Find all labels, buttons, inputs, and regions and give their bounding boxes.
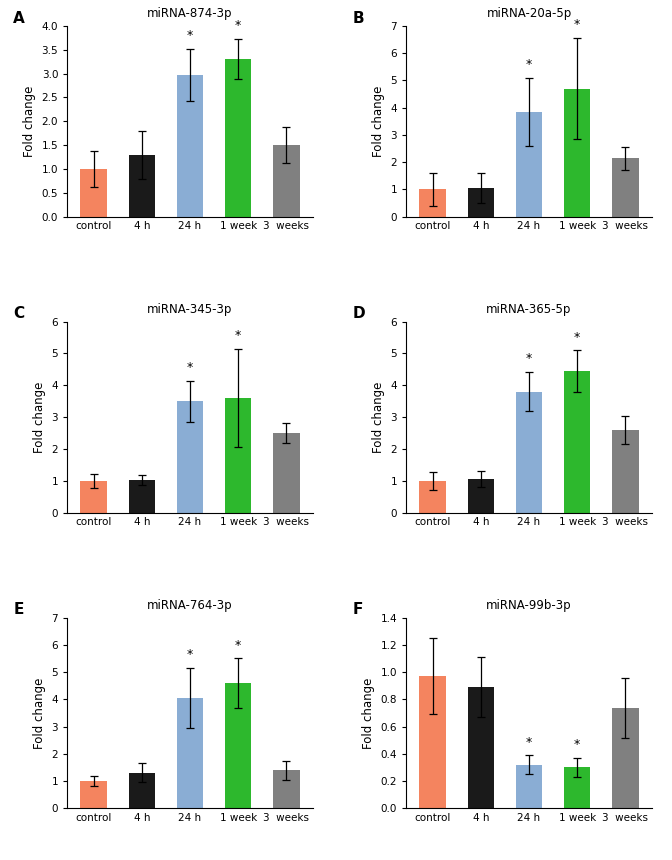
Y-axis label: Fold change: Fold change [23, 85, 36, 157]
Bar [564, 89, 591, 217]
Text: *: * [526, 58, 532, 71]
Text: A: A [13, 10, 25, 26]
Text: *: * [526, 353, 532, 366]
Bar [612, 430, 638, 513]
Bar [177, 698, 203, 808]
Y-axis label: Fold change: Fold change [362, 678, 375, 749]
Bar [225, 683, 251, 808]
Title: miRNA-365-5p: miRNA-365-5p [487, 304, 572, 316]
Bar [81, 481, 107, 513]
Title: miRNA-345-3p: miRNA-345-3p [147, 304, 233, 316]
Text: *: * [235, 329, 241, 342]
Text: C: C [13, 306, 24, 322]
Y-axis label: Fold change: Fold change [33, 678, 46, 749]
Bar [564, 767, 591, 808]
Text: F: F [352, 602, 362, 617]
Text: *: * [526, 735, 532, 748]
Text: *: * [574, 18, 581, 32]
Bar [273, 771, 300, 808]
Bar [564, 371, 591, 513]
Bar [612, 708, 638, 808]
Bar [468, 479, 494, 513]
Text: B: B [352, 10, 364, 26]
Y-axis label: Fold change: Fold change [372, 85, 385, 157]
Text: E: E [13, 602, 24, 617]
Text: D: D [352, 306, 365, 322]
Bar [128, 773, 155, 808]
Bar [177, 402, 203, 513]
Bar [81, 169, 107, 217]
Y-axis label: Fold change: Fold change [372, 382, 385, 452]
Bar [468, 687, 494, 808]
Bar [516, 391, 542, 513]
Bar [516, 112, 542, 217]
Bar [419, 676, 446, 808]
Bar [225, 59, 251, 217]
Text: *: * [574, 330, 581, 344]
Bar [273, 433, 300, 513]
Bar [419, 481, 446, 513]
Bar [419, 189, 446, 217]
Bar [128, 155, 155, 217]
Bar [128, 480, 155, 513]
Text: *: * [187, 361, 193, 374]
Text: *: * [235, 20, 241, 33]
Bar [612, 158, 638, 217]
Bar [225, 398, 251, 513]
Title: miRNA-874-3p: miRNA-874-3p [147, 8, 233, 21]
Text: *: * [187, 648, 193, 661]
Text: *: * [187, 29, 193, 42]
Title: miRNA-764-3p: miRNA-764-3p [147, 599, 233, 612]
Y-axis label: Fold change: Fold change [33, 382, 46, 452]
Text: *: * [235, 639, 241, 652]
Title: miRNA-20a-5p: miRNA-20a-5p [487, 8, 572, 21]
Title: miRNA-99b-3p: miRNA-99b-3p [487, 599, 572, 612]
Bar [273, 145, 300, 217]
Bar [468, 188, 494, 217]
Bar [177, 75, 203, 217]
Bar [81, 781, 107, 808]
Text: *: * [574, 738, 581, 752]
Bar [516, 765, 542, 808]
